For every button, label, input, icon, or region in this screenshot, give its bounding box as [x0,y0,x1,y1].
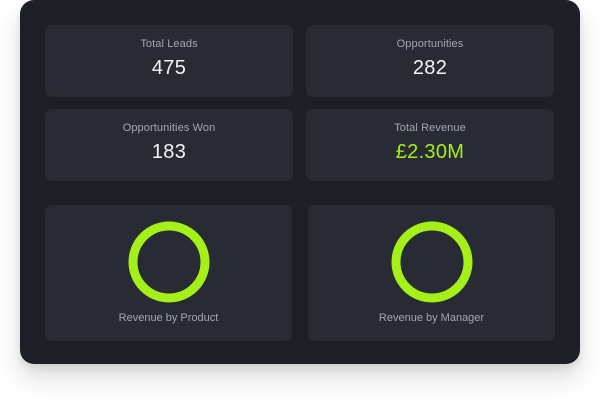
stat-label: Opportunities [396,38,464,50]
stat-value: 282 [412,57,448,79]
donut-ring [128,221,209,303]
chart-title: Revenue by Manager [378,312,485,324]
donut-ring [391,221,472,303]
donut-chart-manager [391,221,472,303]
dashboard-panel: Total Leads 475 Opportunities 282 Opport… [20,0,580,364]
stat-card-opportunities-won: Opportunities Won 183 [45,109,293,181]
stat-label: Total Leads [140,38,198,50]
chart-card-revenue-by-manager: Revenue by Manager [308,205,555,341]
stat-card-total-revenue: Total Revenue £2.30M [306,109,554,181]
stat-value: 183 [151,141,187,163]
chart-card-revenue-by-product: Revenue by Product [45,205,292,341]
stat-label: Total Revenue [394,122,466,134]
stat-card-total-leads: Total Leads 475 [45,25,293,97]
donut-chart-product [128,221,209,303]
stat-label: Opportunities Won [122,122,216,134]
chart-title: Revenue by Product [118,312,219,324]
stat-value-revenue: £2.30M [395,141,465,163]
stat-value: 475 [151,57,187,79]
stat-card-opportunities: Opportunities 282 [306,25,554,97]
